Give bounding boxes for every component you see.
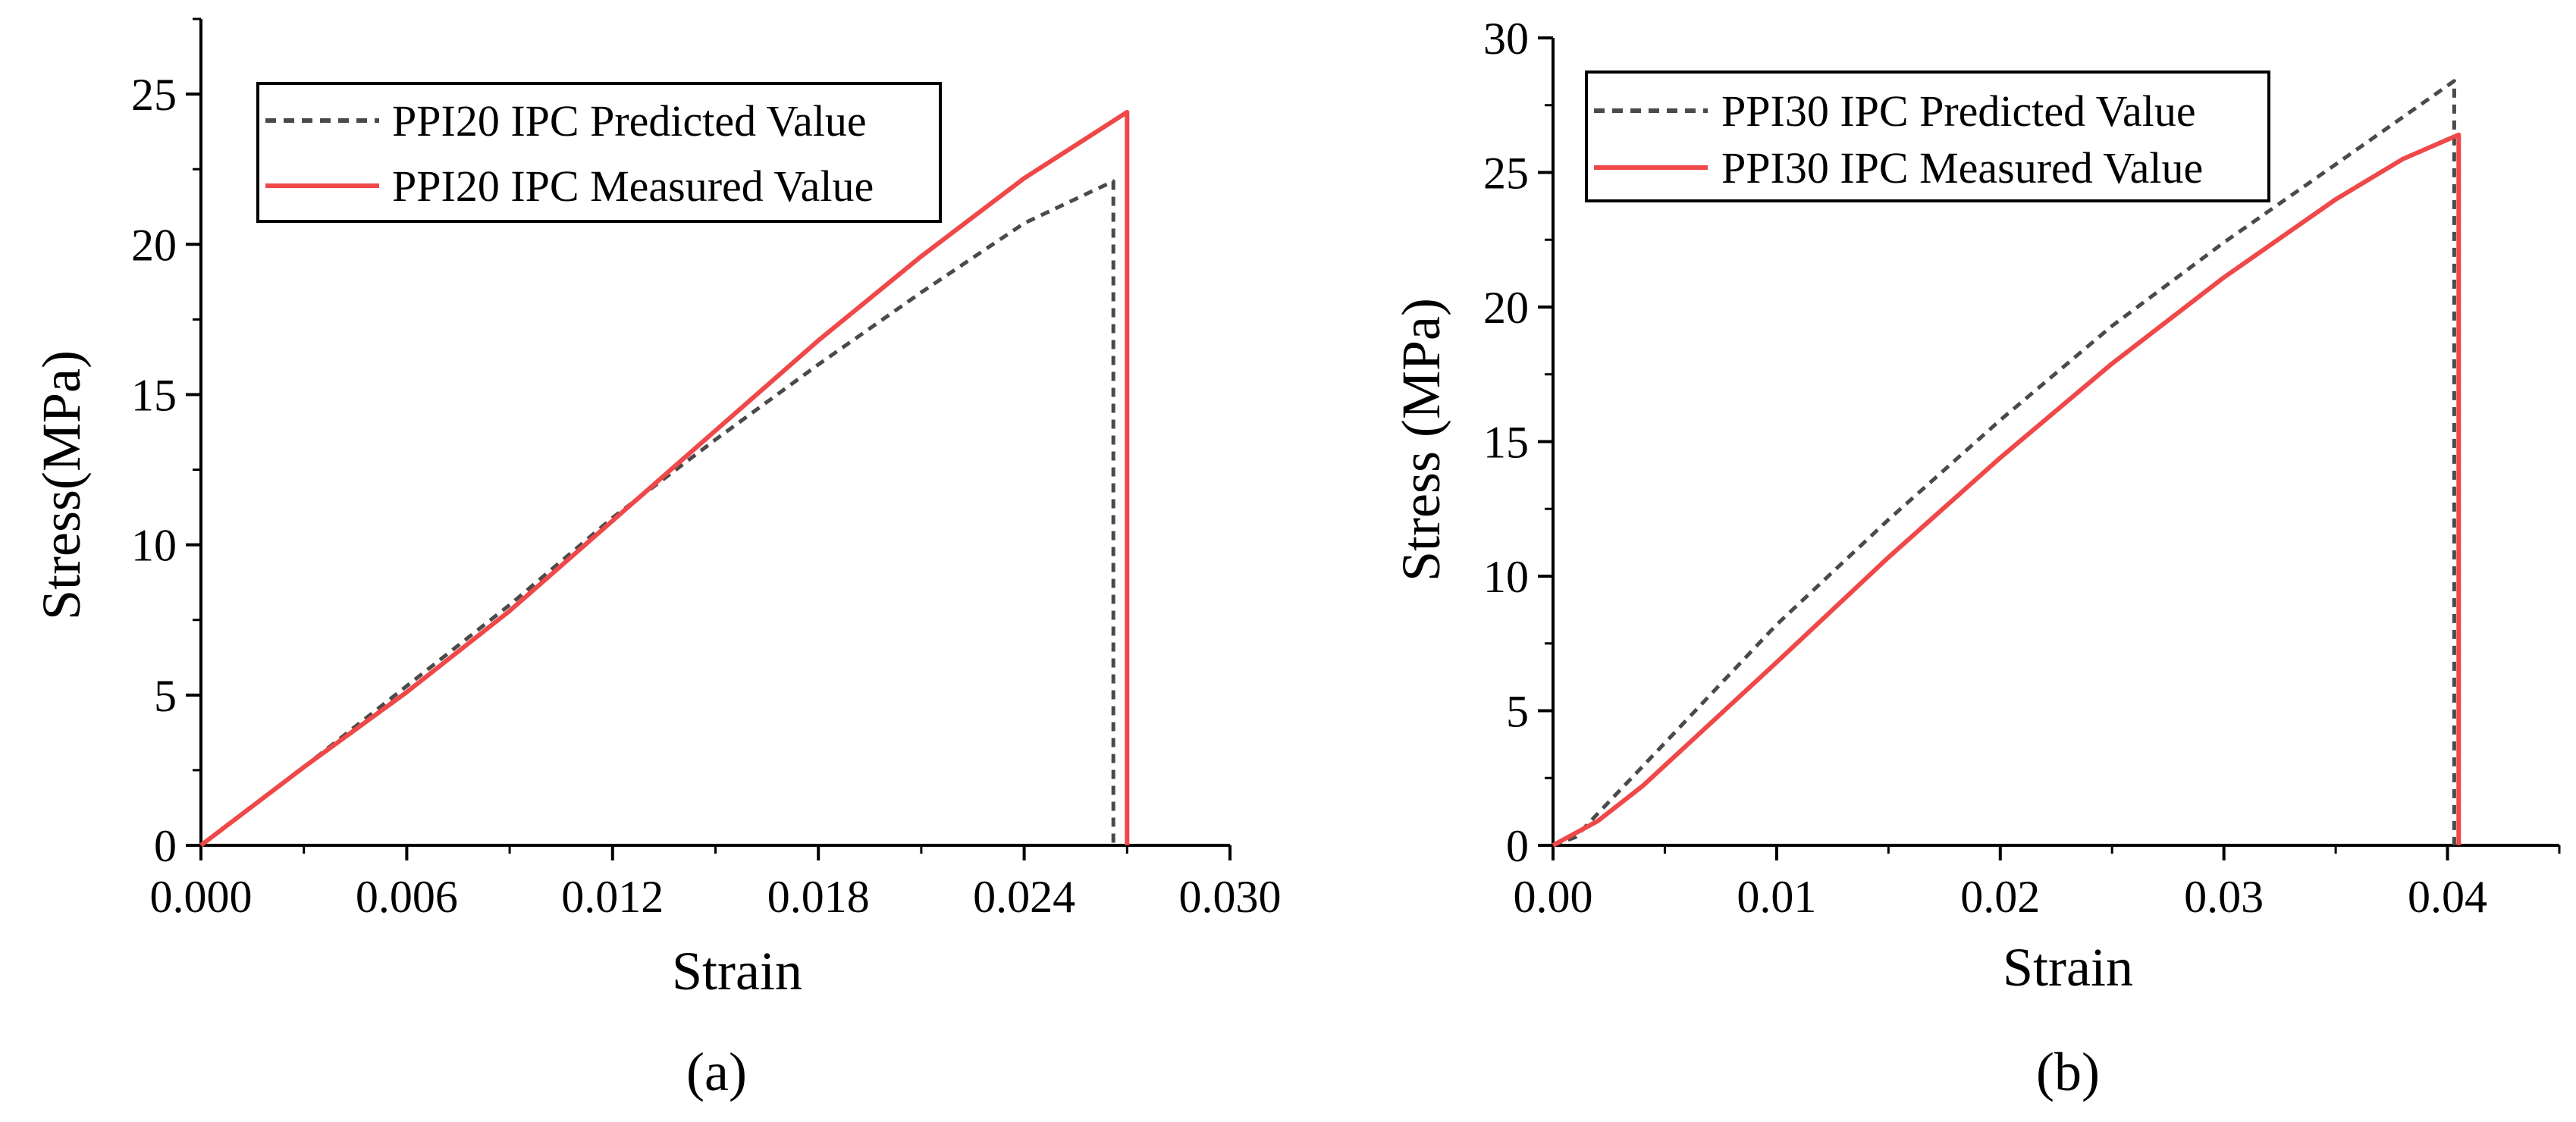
y-tick-label: 25 <box>1483 149 1529 199</box>
panel-label-a: (a) <box>686 1042 747 1102</box>
x-tick-label: 0.03 <box>2184 872 2264 922</box>
y-tick-label: 10 <box>131 521 177 571</box>
x-tick-label: 0.012 <box>561 872 664 922</box>
y-tick-label: 5 <box>154 671 177 721</box>
x-axis-title: Strain <box>2003 937 2133 998</box>
x-tick-label: 0.006 <box>356 872 458 922</box>
x-tick-label: 0.018 <box>767 872 870 922</box>
legend-label-measured: PPI20 IPC Measured Value <box>392 161 874 211</box>
legend-box <box>1585 71 2270 202</box>
legend-b: PPI30 IPC Predicted Value PPI30 IPC Meas… <box>1585 71 2270 202</box>
legend-a: PPI20 IPC Predicted Value PPI20 IPC Meas… <box>256 82 942 223</box>
axes-a: 0.000 0.006 0.012 0.018 0.024 0.030 0 5 10 15 20 25 <box>131 17 1282 922</box>
y-tick-label: 20 <box>131 220 177 270</box>
y-tick-label: 0 <box>1506 821 1529 871</box>
panel-label-b: (b) <box>2036 1042 2100 1102</box>
y-tick-label: 15 <box>1483 418 1529 468</box>
legend-label-predicted: PPI20 IPC Predicted Value <box>392 96 867 146</box>
y-tick-label: 5 <box>1506 687 1529 737</box>
x-tick-label: 0.04 <box>2408 872 2487 922</box>
legend-label-predicted: PPI30 IPC Predicted Value <box>1721 86 2196 136</box>
y-axis-title: Stress (MPa) <box>1391 298 1451 581</box>
series-layer-b <box>1552 79 2461 848</box>
chart-panel-b: 0.00 0.01 0.02 0.03 0.04 0 5 10 15 20 25 30 PPI30 I… <box>1391 14 2561 1102</box>
x-tick-label: 0.01 <box>1737 872 1816 922</box>
x-tick-label: 0.030 <box>1179 872 1282 922</box>
series-measured-line <box>1552 132 2461 848</box>
x-tick-label: 0.000 <box>150 872 253 922</box>
series-measured-line <box>199 109 1130 848</box>
y-tick-label: 15 <box>131 370 177 420</box>
series-predicted-line <box>199 179 1115 847</box>
legend-label-measured: PPI30 IPC Measured Value <box>1721 143 2203 193</box>
series-layer-a <box>199 109 1130 848</box>
y-tick-label: 25 <box>131 70 177 120</box>
x-tick-label: 0.024 <box>973 872 1075 922</box>
x-axis-title: Strain <box>672 941 802 1001</box>
y-tick-label: 20 <box>1483 283 1529 333</box>
y-tick-label: 30 <box>1483 14 1529 64</box>
y-axis-title: Stress(MPa) <box>31 350 92 620</box>
y-tick-label: 10 <box>1483 552 1529 602</box>
x-tick-label: 0.00 <box>1514 872 1593 922</box>
y-tick-label: 0 <box>154 821 177 871</box>
series-predicted-line <box>1552 79 2456 848</box>
legend-box <box>256 82 942 223</box>
chart-panel-a: 0.000 0.006 0.012 0.018 0.024 0.030 0 5 10 15 20 25… <box>31 17 1282 1102</box>
axes-b: 0.00 0.01 0.02 0.03 0.04 0 5 10 15 20 25 30 <box>1483 14 2561 922</box>
x-tick-label: 0.02 <box>1960 872 2040 922</box>
